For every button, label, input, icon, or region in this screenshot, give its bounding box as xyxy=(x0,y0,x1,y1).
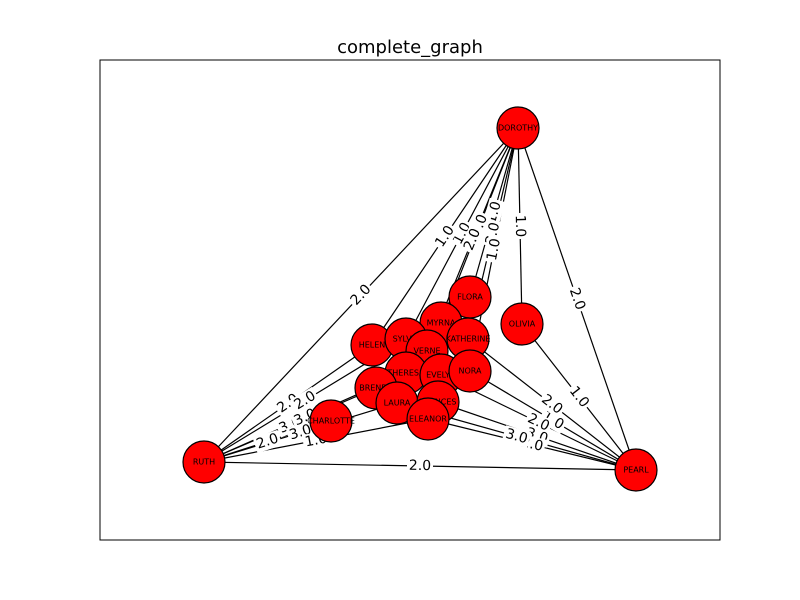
node-nora: NORA xyxy=(448,349,492,393)
node-label: LAURA xyxy=(384,399,411,408)
edge-label-background xyxy=(431,221,459,252)
edge-label-background xyxy=(448,218,476,249)
node-label: HELEN xyxy=(359,341,386,350)
node-label: NORA xyxy=(459,367,483,376)
node-ruth: RUTH xyxy=(182,440,226,484)
edge-weight-label: 2.0 xyxy=(461,226,484,253)
edge-label-background xyxy=(537,406,569,435)
edge-label-background xyxy=(483,235,505,264)
edge-label-background xyxy=(536,390,568,419)
edge-label-group: 2.0 xyxy=(252,429,283,454)
node-circle xyxy=(496,106,540,150)
edge-label-background xyxy=(460,224,485,255)
node-label: VERNE xyxy=(413,347,440,356)
edge-label-background xyxy=(406,457,434,475)
edge-label-background xyxy=(252,429,283,454)
edge-label-group: 1.0 xyxy=(483,235,505,264)
node-label: BRENDA xyxy=(359,384,393,393)
edge-weight-label: 3.0 xyxy=(504,426,530,447)
edge-weight-label: 2.0 xyxy=(566,286,588,312)
edge-label-group: 1.0 xyxy=(564,381,594,413)
node-label: THERESA xyxy=(386,369,425,378)
edge-label-background xyxy=(346,280,376,310)
edge-label-group: 3.0 xyxy=(501,425,532,448)
edge-label-background xyxy=(501,425,532,448)
node-eleanor: ELEANOR xyxy=(406,397,450,441)
node-label: RUTH xyxy=(193,458,215,467)
edge-label-background xyxy=(272,389,304,418)
node-olivia: OLIVIA xyxy=(500,302,544,346)
node-label: KATHERINE xyxy=(446,335,491,344)
edge-label-background xyxy=(289,386,321,415)
node-label: EVELYN xyxy=(426,371,456,380)
edge-label-background xyxy=(511,212,529,240)
edge-label-background xyxy=(523,409,554,436)
edge-label-group: 2.0 xyxy=(460,224,485,255)
node-dorothy: DOROTHY xyxy=(496,106,540,150)
node-flora: FLORA xyxy=(448,275,492,319)
node-label: PEARL xyxy=(623,466,649,475)
edge-weight-label: 2.0 xyxy=(254,430,280,452)
edge-labels-layer: 2.02.0 2.01.01.02.02.01.01.0 2.0 1.01.01.02… xyxy=(252,197,594,475)
node-label: ELEANOR xyxy=(409,415,447,424)
node-label: DOROTHY xyxy=(498,124,538,133)
node-circle xyxy=(500,302,544,346)
edge-weight-label: 1.0 xyxy=(566,383,592,410)
node-label: MYRNA xyxy=(427,319,456,328)
edge-label-group: 2.0 xyxy=(406,457,434,475)
node-label: OLIVIA xyxy=(509,320,536,329)
node-circle xyxy=(182,440,226,484)
edge-weight-label: 1.0 xyxy=(484,237,504,262)
node-label: FLORA xyxy=(457,293,483,302)
edge-label-background xyxy=(565,284,589,314)
nodes-layer: DOROTHY RUTH PEARL FLORA OLIVIA MYRNA KATHERIN… xyxy=(182,106,658,492)
edge-weight-label: 2.0 xyxy=(409,458,432,474)
edge-weight-label: 1.0 xyxy=(512,215,528,238)
node-circle xyxy=(614,448,658,492)
node-circle xyxy=(406,397,450,441)
node-circle xyxy=(448,349,492,393)
edge-label-group: 2.0 xyxy=(565,284,589,314)
node-label: SYLVIA xyxy=(393,335,420,344)
node-charlotte: CHARLOTTE xyxy=(307,399,355,443)
edge-label-background xyxy=(564,381,594,413)
node-pearl: PEARL xyxy=(614,448,658,492)
figure-title: complete_graph xyxy=(337,37,483,58)
edge-label-group: 1.0 xyxy=(511,212,529,240)
axes-frame xyxy=(99,59,721,541)
node-label: CHARLOTTE xyxy=(307,417,355,426)
node-circle xyxy=(309,399,353,443)
node-katherine: KATHERINE xyxy=(446,317,491,361)
